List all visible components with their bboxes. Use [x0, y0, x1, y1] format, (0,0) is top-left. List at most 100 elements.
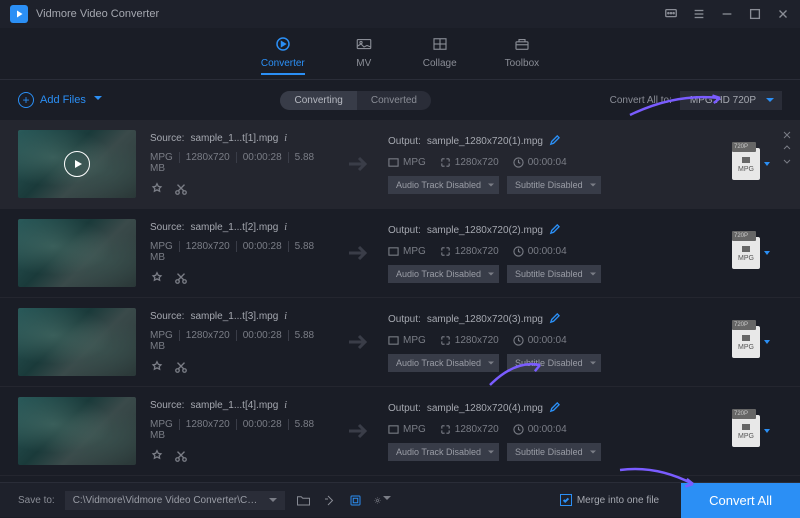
- output-prefix: Output:: [388, 314, 421, 325]
- video-thumbnail[interactable]: [18, 219, 136, 287]
- info-button[interactable]: i: [284, 311, 287, 322]
- file-item[interactable]: Source: sample_1...t[4].mpg i MPG1280x72…: [0, 387, 800, 476]
- file-item[interactable]: Source: sample_1...t[2].mpg i MPG1280x72…: [0, 209, 800, 298]
- cut-button[interactable]: [174, 182, 188, 196]
- video-thumbnail[interactable]: [18, 397, 136, 465]
- source-prefix: Source:: [150, 400, 184, 411]
- open-folder-button[interactable]: [295, 491, 313, 509]
- output-format-select[interactable]: 720PMPG: [732, 237, 782, 269]
- move-down-button[interactable]: [782, 156, 792, 166]
- audio-track-select[interactable]: Audio Track Disabled: [388, 176, 499, 194]
- format-badge: 720PMPG: [732, 148, 760, 180]
- tab-toolbox[interactable]: Toolbox: [505, 34, 539, 73]
- output-duration: 00:00:04: [513, 246, 567, 257]
- source-prefix: Source:: [150, 222, 184, 233]
- effects-button[interactable]: [150, 360, 164, 374]
- format-badge: 720PMPG: [732, 326, 760, 358]
- output-resolution: 1280x720: [440, 246, 499, 257]
- add-files-button[interactable]: + Add Files: [18, 92, 102, 108]
- collage-icon: [429, 34, 451, 54]
- output-format-select[interactable]: 720PMPG: [732, 415, 782, 447]
- output-resolution: 1280x720: [440, 335, 499, 346]
- cut-button[interactable]: [174, 271, 188, 285]
- subtitle-select[interactable]: Subtitle Disabled: [507, 176, 601, 194]
- video-thumbnail[interactable]: [18, 130, 136, 198]
- settings-button[interactable]: [373, 491, 391, 509]
- output-resolution: 1280x720: [440, 157, 499, 168]
- source-filename: sample_1...t[2].mpg: [190, 222, 278, 233]
- source-meta: MPG1280x72000:00:285.88 MB: [150, 330, 330, 352]
- output-format: MPG: [388, 157, 426, 168]
- subtitle-select[interactable]: Subtitle Disabled: [507, 265, 601, 283]
- tab-label: Toolbox: [505, 58, 539, 69]
- output-duration: 00:00:04: [513, 335, 567, 346]
- arrow-icon: [344, 243, 374, 263]
- remove-button[interactable]: [782, 130, 792, 140]
- audio-track-select[interactable]: Audio Track Disabled: [388, 443, 499, 461]
- save-path-value: C:\Vidmore\Vidmore Video Converter\Conve…: [73, 495, 285, 506]
- audio-track-select[interactable]: Audio Track Disabled: [388, 354, 499, 372]
- tab-collage[interactable]: Collage: [423, 34, 457, 73]
- info-button[interactable]: i: [284, 400, 287, 411]
- save-path-select[interactable]: C:\Vidmore\Vidmore Video Converter\Conve…: [65, 491, 285, 510]
- output-filename: sample_1280x720(2).mpg: [427, 225, 543, 236]
- converter-icon: [272, 34, 294, 54]
- menu-icon[interactable]: [692, 7, 706, 21]
- converting-tab[interactable]: Converting: [280, 91, 356, 110]
- plus-icon: +: [18, 92, 34, 108]
- window-controls: [664, 7, 790, 21]
- mv-icon: [353, 34, 375, 54]
- source-info: Source: sample_1...t[3].mpg i MPG1280x72…: [150, 311, 330, 374]
- file-item[interactable]: Source: sample_1...t[3].mpg i MPG1280x72…: [0, 298, 800, 387]
- chevron-down-icon: [764, 251, 770, 255]
- convert-all-target: Convert All to: MPG HD 720P: [610, 91, 782, 110]
- minimize-button[interactable]: [720, 7, 734, 21]
- converted-tab[interactable]: Converted: [357, 91, 431, 110]
- output-format-select[interactable]: 720PMPG: [732, 148, 782, 180]
- move-up-button[interactable]: [782, 143, 792, 153]
- speed-toggle-button[interactable]: [321, 491, 339, 509]
- rename-button[interactable]: [549, 313, 560, 327]
- effects-button[interactable]: [150, 182, 164, 196]
- rename-button[interactable]: [549, 224, 560, 238]
- footer-icons: [295, 491, 391, 509]
- footer: Save to: C:\Vidmore\Vidmore Video Conver…: [0, 482, 800, 517]
- info-button[interactable]: i: [284, 222, 287, 233]
- output-info: Output: sample_1280x720(3).mpg MPG 1280x…: [388, 313, 718, 372]
- output-format-select[interactable]: 720PMPG: [732, 326, 782, 358]
- effects-button[interactable]: [150, 271, 164, 285]
- close-button[interactable]: [776, 7, 790, 21]
- file-list: Source: sample_1...t[1].mpg i MPG1280x72…: [0, 120, 800, 482]
- convert-all-button[interactable]: Convert All: [681, 483, 800, 518]
- tab-label: Converter: [261, 58, 305, 69]
- subtitle-select[interactable]: Subtitle Disabled: [507, 354, 601, 372]
- tab-label: MV: [356, 58, 371, 69]
- feedback-icon[interactable]: [664, 7, 678, 21]
- subtitle-select[interactable]: Subtitle Disabled: [507, 443, 601, 461]
- tab-mv[interactable]: MV: [353, 34, 375, 73]
- cut-button[interactable]: [174, 360, 188, 374]
- output-prefix: Output:: [388, 403, 421, 414]
- maximize-button[interactable]: [748, 7, 762, 21]
- video-thumbnail[interactable]: [18, 308, 136, 376]
- output-format: MPG: [388, 424, 426, 435]
- merge-label: Merge into one file: [577, 495, 659, 506]
- app-logo: [10, 5, 28, 23]
- toolbox-icon: [511, 34, 533, 54]
- audio-track-select[interactable]: Audio Track Disabled: [388, 265, 499, 283]
- cut-button[interactable]: [174, 449, 188, 463]
- format-badge: 720PMPG: [732, 415, 760, 447]
- convert-all-value: MPG HD 720P: [690, 95, 756, 106]
- file-item[interactable]: Source: sample_1...t[1].mpg i MPG1280x72…: [0, 120, 800, 209]
- effects-button[interactable]: [150, 449, 164, 463]
- merge-checkbox[interactable]: [560, 494, 572, 506]
- output-duration: 00:00:04: [513, 157, 567, 168]
- info-button[interactable]: i: [284, 133, 287, 144]
- rename-button[interactable]: [549, 402, 560, 416]
- hardware-accel-button[interactable]: [347, 491, 365, 509]
- chevron-down-icon: [764, 429, 770, 433]
- rename-button[interactable]: [549, 135, 560, 149]
- convert-all-select[interactable]: MPG HD 720P: [680, 91, 782, 110]
- output-prefix: Output:: [388, 136, 421, 147]
- tab-converter[interactable]: Converter: [261, 34, 305, 75]
